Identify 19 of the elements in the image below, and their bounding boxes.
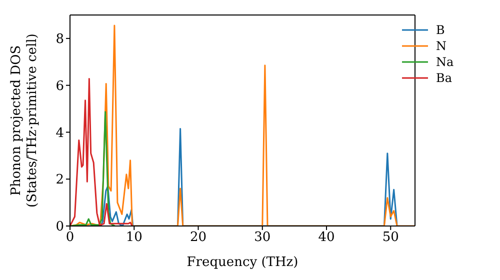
y-tick-label: 4	[56, 126, 64, 141]
y-tick-label: 0	[56, 220, 64, 235]
y-tick-label: 6	[56, 78, 64, 94]
legend-label: Ba	[436, 70, 452, 86]
y-tick-label: 2	[56, 172, 64, 188]
x-tick-label: 10	[126, 230, 142, 246]
x-tick-label: 30	[254, 230, 271, 246]
y-tick-label: 8	[56, 32, 64, 48]
x-tick-label: 0	[66, 230, 74, 246]
x-tick-label: 40	[318, 230, 335, 246]
legend-label: N	[436, 38, 446, 54]
x-tick-label: 20	[190, 230, 207, 246]
x-tick-label: 50	[382, 230, 399, 246]
x-axis-title: Frequency (THz)	[186, 255, 298, 270]
line-series	[70, 111, 116, 226]
legend-label: B	[436, 22, 445, 38]
y-axis-title: Phonon projected DOS (States/THz·primitive cell)	[9, 33, 40, 208]
line-series	[70, 78, 133, 226]
legend-label: Na	[436, 54, 454, 70]
